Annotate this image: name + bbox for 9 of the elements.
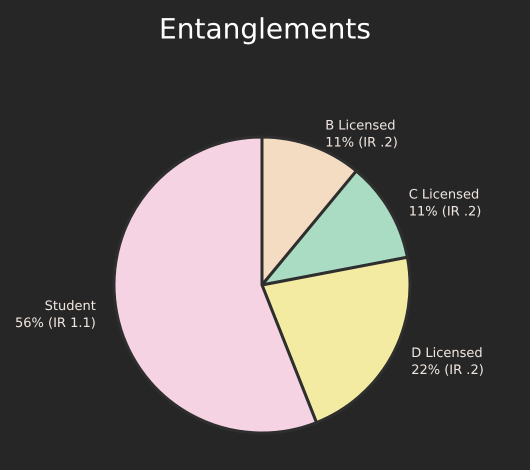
- slice-label: C Licensed: [408, 188, 480, 203]
- chart-title: Entanglements: [159, 12, 371, 46]
- slice-label: D Licensed: [411, 346, 483, 362]
- slice-label: B Licensed: [325, 118, 396, 134]
- data-label: 11% (IR .2): [325, 135, 398, 150]
- data-label: 11% (IR .2): [408, 204, 482, 220]
- data-label: 56% (IR 1.1): [14, 316, 96, 331]
- slice-label: Student: [44, 298, 96, 314]
- data-label: 22% (IR .2): [411, 363, 484, 378]
